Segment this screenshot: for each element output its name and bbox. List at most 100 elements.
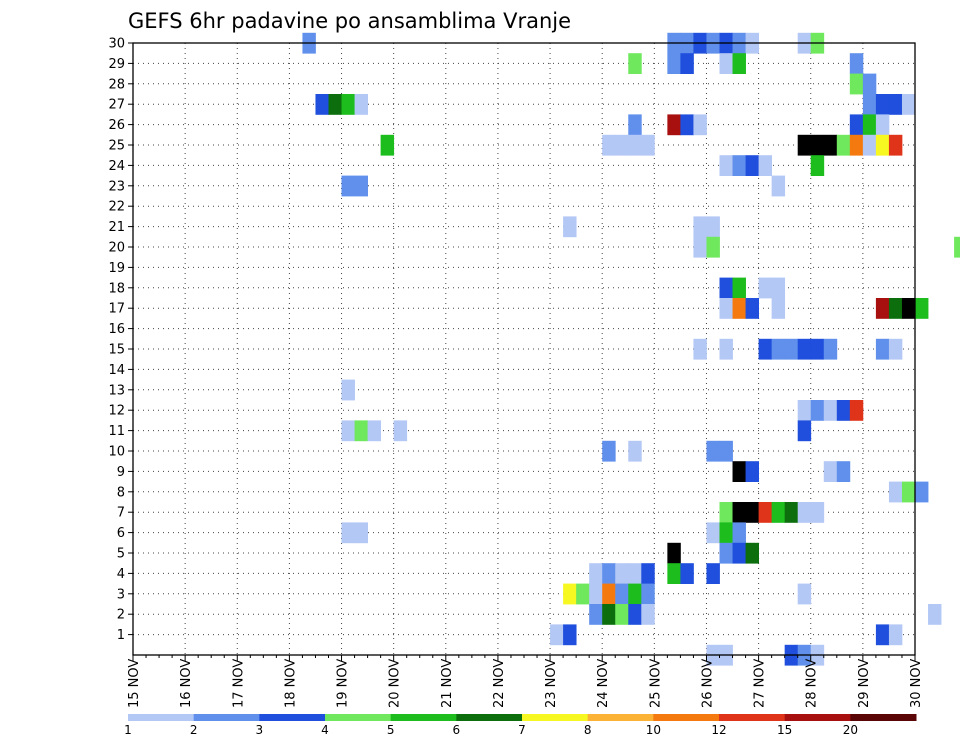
heatmap-cell	[354, 522, 368, 544]
heatmap-cell	[693, 216, 707, 238]
heatmap-cell	[706, 522, 720, 544]
heatmap-cell	[732, 298, 746, 319]
heatmap-cell	[589, 604, 603, 625]
heatmap-cell	[602, 440, 616, 462]
heatmap-cell	[797, 134, 812, 156]
heatmap-cell	[771, 175, 786, 197]
heatmap-cell	[667, 542, 681, 564]
heatmap-cell	[628, 134, 642, 156]
y-tick-label: 16	[108, 322, 125, 337]
colorbar-label: 6	[453, 723, 461, 737]
heatmap-cell	[823, 338, 838, 360]
colorbar-swatch	[587, 714, 654, 721]
heatmap-cell	[901, 298, 916, 319]
heatmap-cell	[862, 114, 877, 136]
heatmap-cell	[915, 298, 929, 319]
x-tick-label: 18 NOV	[283, 659, 298, 708]
heatmap-cell	[771, 298, 786, 319]
y-axis: 1234567891011121314151617181920212223242…	[108, 37, 133, 643]
y-tick-label: 1	[117, 628, 125, 643]
y-tick-label: 22	[108, 200, 125, 215]
y-tick-label: 17	[108, 302, 125, 317]
colorbar-swatch	[193, 714, 260, 721]
x-tick-label: 27 NOV	[753, 659, 768, 708]
colorbar-swatch	[653, 714, 720, 721]
chart-title: GEFS 6hr padavine po ansamblima Vranje	[128, 9, 571, 33]
colorbar-swatch	[522, 714, 589, 721]
x-tick-label: 15 NOV	[127, 659, 142, 708]
heatmap-cell	[875, 338, 890, 360]
heatmap-cell	[797, 502, 812, 523]
heatmap-cell	[641, 604, 655, 625]
heatmap-cell	[589, 563, 603, 584]
heatmap-cell	[589, 583, 603, 605]
heatmap-cell	[745, 155, 759, 176]
heatmap-cell	[745, 298, 759, 319]
heatmap-cell	[380, 134, 395, 156]
heatmap-cell	[823, 461, 838, 482]
heatmap-cell	[732, 155, 746, 176]
y-tick-label: 14	[108, 363, 125, 378]
heatmap-cell	[719, 338, 733, 360]
heatmap-cell	[862, 134, 877, 156]
x-tick-label: 25 NOV	[648, 659, 663, 708]
y-tick-label: 8	[117, 485, 125, 500]
heatmap-cell	[315, 94, 329, 115]
y-tick-label: 27	[108, 98, 125, 113]
x-tick-label: 20 NOV	[388, 659, 403, 708]
heatmap-cell	[862, 73, 877, 95]
heatmap-cell	[901, 481, 916, 503]
heatmap-cell	[706, 236, 720, 258]
y-tick-label: 9	[117, 465, 125, 480]
heatmap-cell	[836, 400, 851, 421]
heatmap-cell	[732, 502, 746, 523]
y-tick-label: 20	[108, 241, 125, 256]
heatmap-cell	[888, 624, 903, 646]
heatmap-cell	[836, 134, 851, 156]
heatmap-cell	[328, 94, 342, 115]
heatmap-cell	[719, 53, 733, 74]
heatmap-cell	[784, 502, 799, 523]
heatmap-cell	[810, 338, 825, 360]
heatmap-cell	[810, 400, 825, 421]
heatmap-cell	[563, 216, 577, 238]
x-tick-label: 21 NOV	[440, 659, 455, 708]
heatmap-cell	[341, 420, 355, 442]
heatmap-cell	[732, 277, 746, 299]
heatmap-cell	[771, 338, 786, 360]
heatmap-cell	[810, 155, 825, 176]
cells-layer	[302, 32, 960, 666]
y-tick-label: 15	[108, 343, 125, 358]
heatmap-cell	[732, 522, 746, 544]
heatmap-cell	[576, 583, 590, 605]
heatmap-cell	[719, 155, 733, 176]
heatmap-cell	[641, 583, 655, 605]
y-tick-label: 21	[108, 220, 125, 235]
heatmap-cell	[849, 400, 864, 421]
heatmap-cell	[901, 94, 916, 115]
y-tick-label: 2	[117, 608, 125, 623]
heatmap-cell	[341, 94, 355, 115]
heatmap-cell	[849, 73, 864, 95]
heatmap-cell	[550, 624, 564, 646]
y-tick-label: 5	[117, 547, 125, 562]
heatmap-cell	[849, 134, 864, 156]
colorbar-swatch	[850, 714, 917, 721]
heatmap-cell	[667, 53, 681, 74]
heatmap-cell	[745, 461, 759, 482]
colorbar-label: 4	[321, 723, 329, 737]
heatmap-cell	[693, 114, 707, 136]
heatmap-cell	[875, 114, 890, 136]
y-tick-label: 26	[108, 118, 125, 133]
heatmap-cell	[719, 522, 733, 544]
heatmap-cell	[875, 94, 890, 115]
x-axis: 15 NOV 16 NOV 17 NOV 18 NOV 19 NOV 20 NOV 21 N…	[127, 655, 924, 708]
heatmap-cell	[680, 53, 694, 74]
x-tick-label: 16 NOV	[179, 659, 194, 708]
heatmap-cell	[602, 583, 616, 605]
heatmap-cell	[719, 440, 733, 462]
heatmap-cell	[849, 114, 864, 136]
heatmap-cell	[563, 583, 577, 605]
colorbar-label: 12	[711, 723, 726, 737]
colorbar-label: 10	[646, 723, 661, 737]
